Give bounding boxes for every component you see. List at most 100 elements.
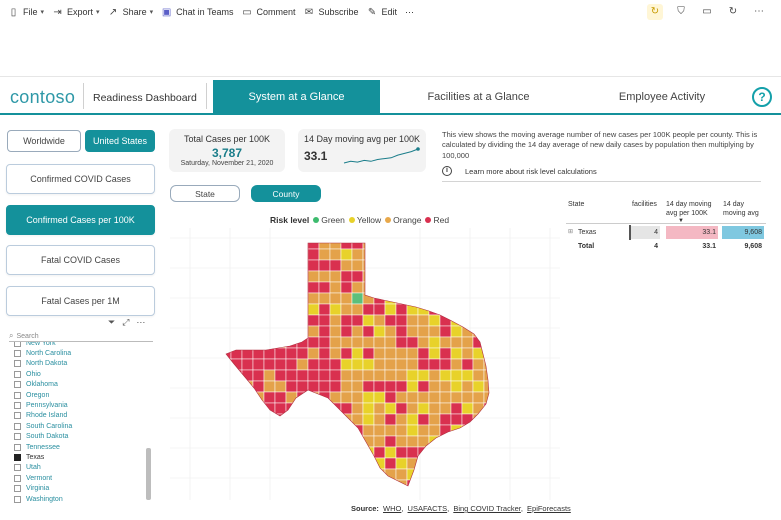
county-cell[interactable] [395, 292, 408, 305]
county-cell[interactable] [483, 336, 495, 349]
county-cell[interactable] [274, 380, 287, 393]
county-cell[interactable] [307, 314, 320, 327]
checkbox[interactable] [14, 495, 21, 503]
list-item[interactable]: Pennsylvania [14, 400, 144, 410]
county-cell[interactable] [329, 402, 342, 415]
county-cell[interactable] [340, 424, 353, 437]
county-cell[interactable] [340, 413, 353, 426]
county-cell[interactable] [384, 413, 397, 426]
county-cell[interactable] [395, 303, 408, 316]
county-cell[interactable] [483, 413, 495, 426]
county-cell[interactable] [384, 259, 397, 272]
county-cell[interactable] [461, 424, 474, 437]
county-cell[interactable] [395, 380, 408, 393]
county-cell[interactable] [406, 292, 419, 305]
county-cell[interactable] [395, 479, 408, 491]
sync-icon[interactable]: ↻ [647, 4, 663, 20]
county-cell[interactable] [252, 248, 265, 261]
county-cell[interactable] [230, 325, 243, 338]
county-cell[interactable] [406, 248, 419, 261]
county-cell[interactable] [461, 468, 474, 481]
county-cell[interactable] [483, 281, 495, 294]
county-cell[interactable] [417, 369, 430, 382]
county-cell[interactable] [340, 281, 353, 294]
county-cell[interactable] [241, 479, 254, 491]
county-cell[interactable] [351, 391, 364, 404]
county-cell[interactable] [362, 446, 375, 459]
county-cell[interactable] [230, 413, 243, 426]
county-cell[interactable] [450, 292, 463, 305]
county-cell[interactable] [450, 369, 463, 382]
county-cell[interactable] [263, 435, 276, 448]
county-cell[interactable] [296, 259, 309, 272]
county-cell[interactable] [450, 238, 463, 250]
county-cell[interactable] [329, 457, 342, 470]
county-cell[interactable] [395, 238, 408, 250]
county-cell[interactable] [373, 336, 386, 349]
county-cell[interactable] [483, 314, 495, 327]
county-cell[interactable] [252, 380, 265, 393]
county-cell[interactable] [472, 446, 485, 459]
county-cell[interactable] [417, 314, 430, 327]
county-cell[interactable] [417, 259, 430, 272]
more-icon[interactable]: ⋯ [136, 317, 146, 327]
county-cell[interactable] [362, 468, 375, 481]
county-cell[interactable] [241, 468, 254, 481]
county-cell[interactable] [384, 424, 397, 437]
county-cell[interactable] [285, 457, 298, 470]
county-cell[interactable] [450, 325, 463, 338]
county-cell[interactable] [428, 369, 441, 382]
county-cell[interactable] [461, 457, 474, 470]
county-cell[interactable] [351, 369, 364, 382]
county-cell[interactable] [461, 479, 474, 491]
county-cell[interactable] [220, 314, 232, 327]
county-cell[interactable] [340, 380, 353, 393]
county-cell[interactable] [263, 446, 276, 459]
county-cell[interactable] [362, 281, 375, 294]
column-header-moving-avg-100k[interactable]: 14 day moving avg per 100K [666, 201, 712, 217]
county-cell[interactable] [252, 369, 265, 382]
county-cell[interactable] [318, 435, 331, 448]
county-cell[interactable] [252, 325, 265, 338]
county-cell[interactable] [483, 479, 495, 491]
county-cell[interactable] [428, 468, 441, 481]
county-cell[interactable] [428, 325, 441, 338]
county-cell[interactable] [395, 369, 408, 382]
county-cell[interactable] [285, 314, 298, 327]
county-cell[interactable] [263, 270, 276, 283]
state-search-input[interactable]: ⌕ Search [9, 331, 153, 342]
county-cell[interactable] [472, 369, 485, 382]
county-cell[interactable] [230, 259, 243, 272]
county-cell[interactable] [263, 391, 276, 404]
county-cell[interactable] [274, 369, 287, 382]
county-cell[interactable] [329, 435, 342, 448]
county-cell[interactable] [450, 347, 463, 360]
county-cell[interactable] [263, 259, 276, 272]
county-cell[interactable] [450, 402, 463, 415]
more-icon[interactable]: ⋯ [754, 6, 764, 17]
county-cell[interactable] [230, 479, 243, 491]
county-cell[interactable] [340, 292, 353, 305]
county-cell[interactable] [417, 347, 430, 360]
county-cell[interactable] [318, 347, 331, 360]
county-cell[interactable] [483, 468, 495, 481]
county-cell[interactable] [307, 424, 320, 437]
county-cell[interactable] [329, 446, 342, 459]
county-cell[interactable] [395, 336, 408, 349]
county-cell[interactable] [472, 413, 485, 426]
county-cell[interactable] [263, 380, 276, 393]
county-cell[interactable] [252, 468, 265, 481]
county-cell[interactable] [230, 457, 243, 470]
county-cell[interactable] [318, 292, 331, 305]
county-cell[interactable] [362, 325, 375, 338]
county-cell[interactable] [340, 303, 353, 316]
county-cell[interactable] [351, 259, 364, 272]
county-cell[interactable] [285, 468, 298, 481]
county-cell[interactable] [296, 347, 309, 360]
county-cell[interactable] [406, 325, 419, 338]
county-cell[interactable] [307, 347, 320, 360]
edit-button[interactable]: ✎ Edit [367, 7, 397, 18]
county-cell[interactable] [472, 270, 485, 283]
county-cell[interactable] [395, 468, 408, 481]
export-menu[interactable]: ⇥ Export ▾ [52, 7, 99, 18]
